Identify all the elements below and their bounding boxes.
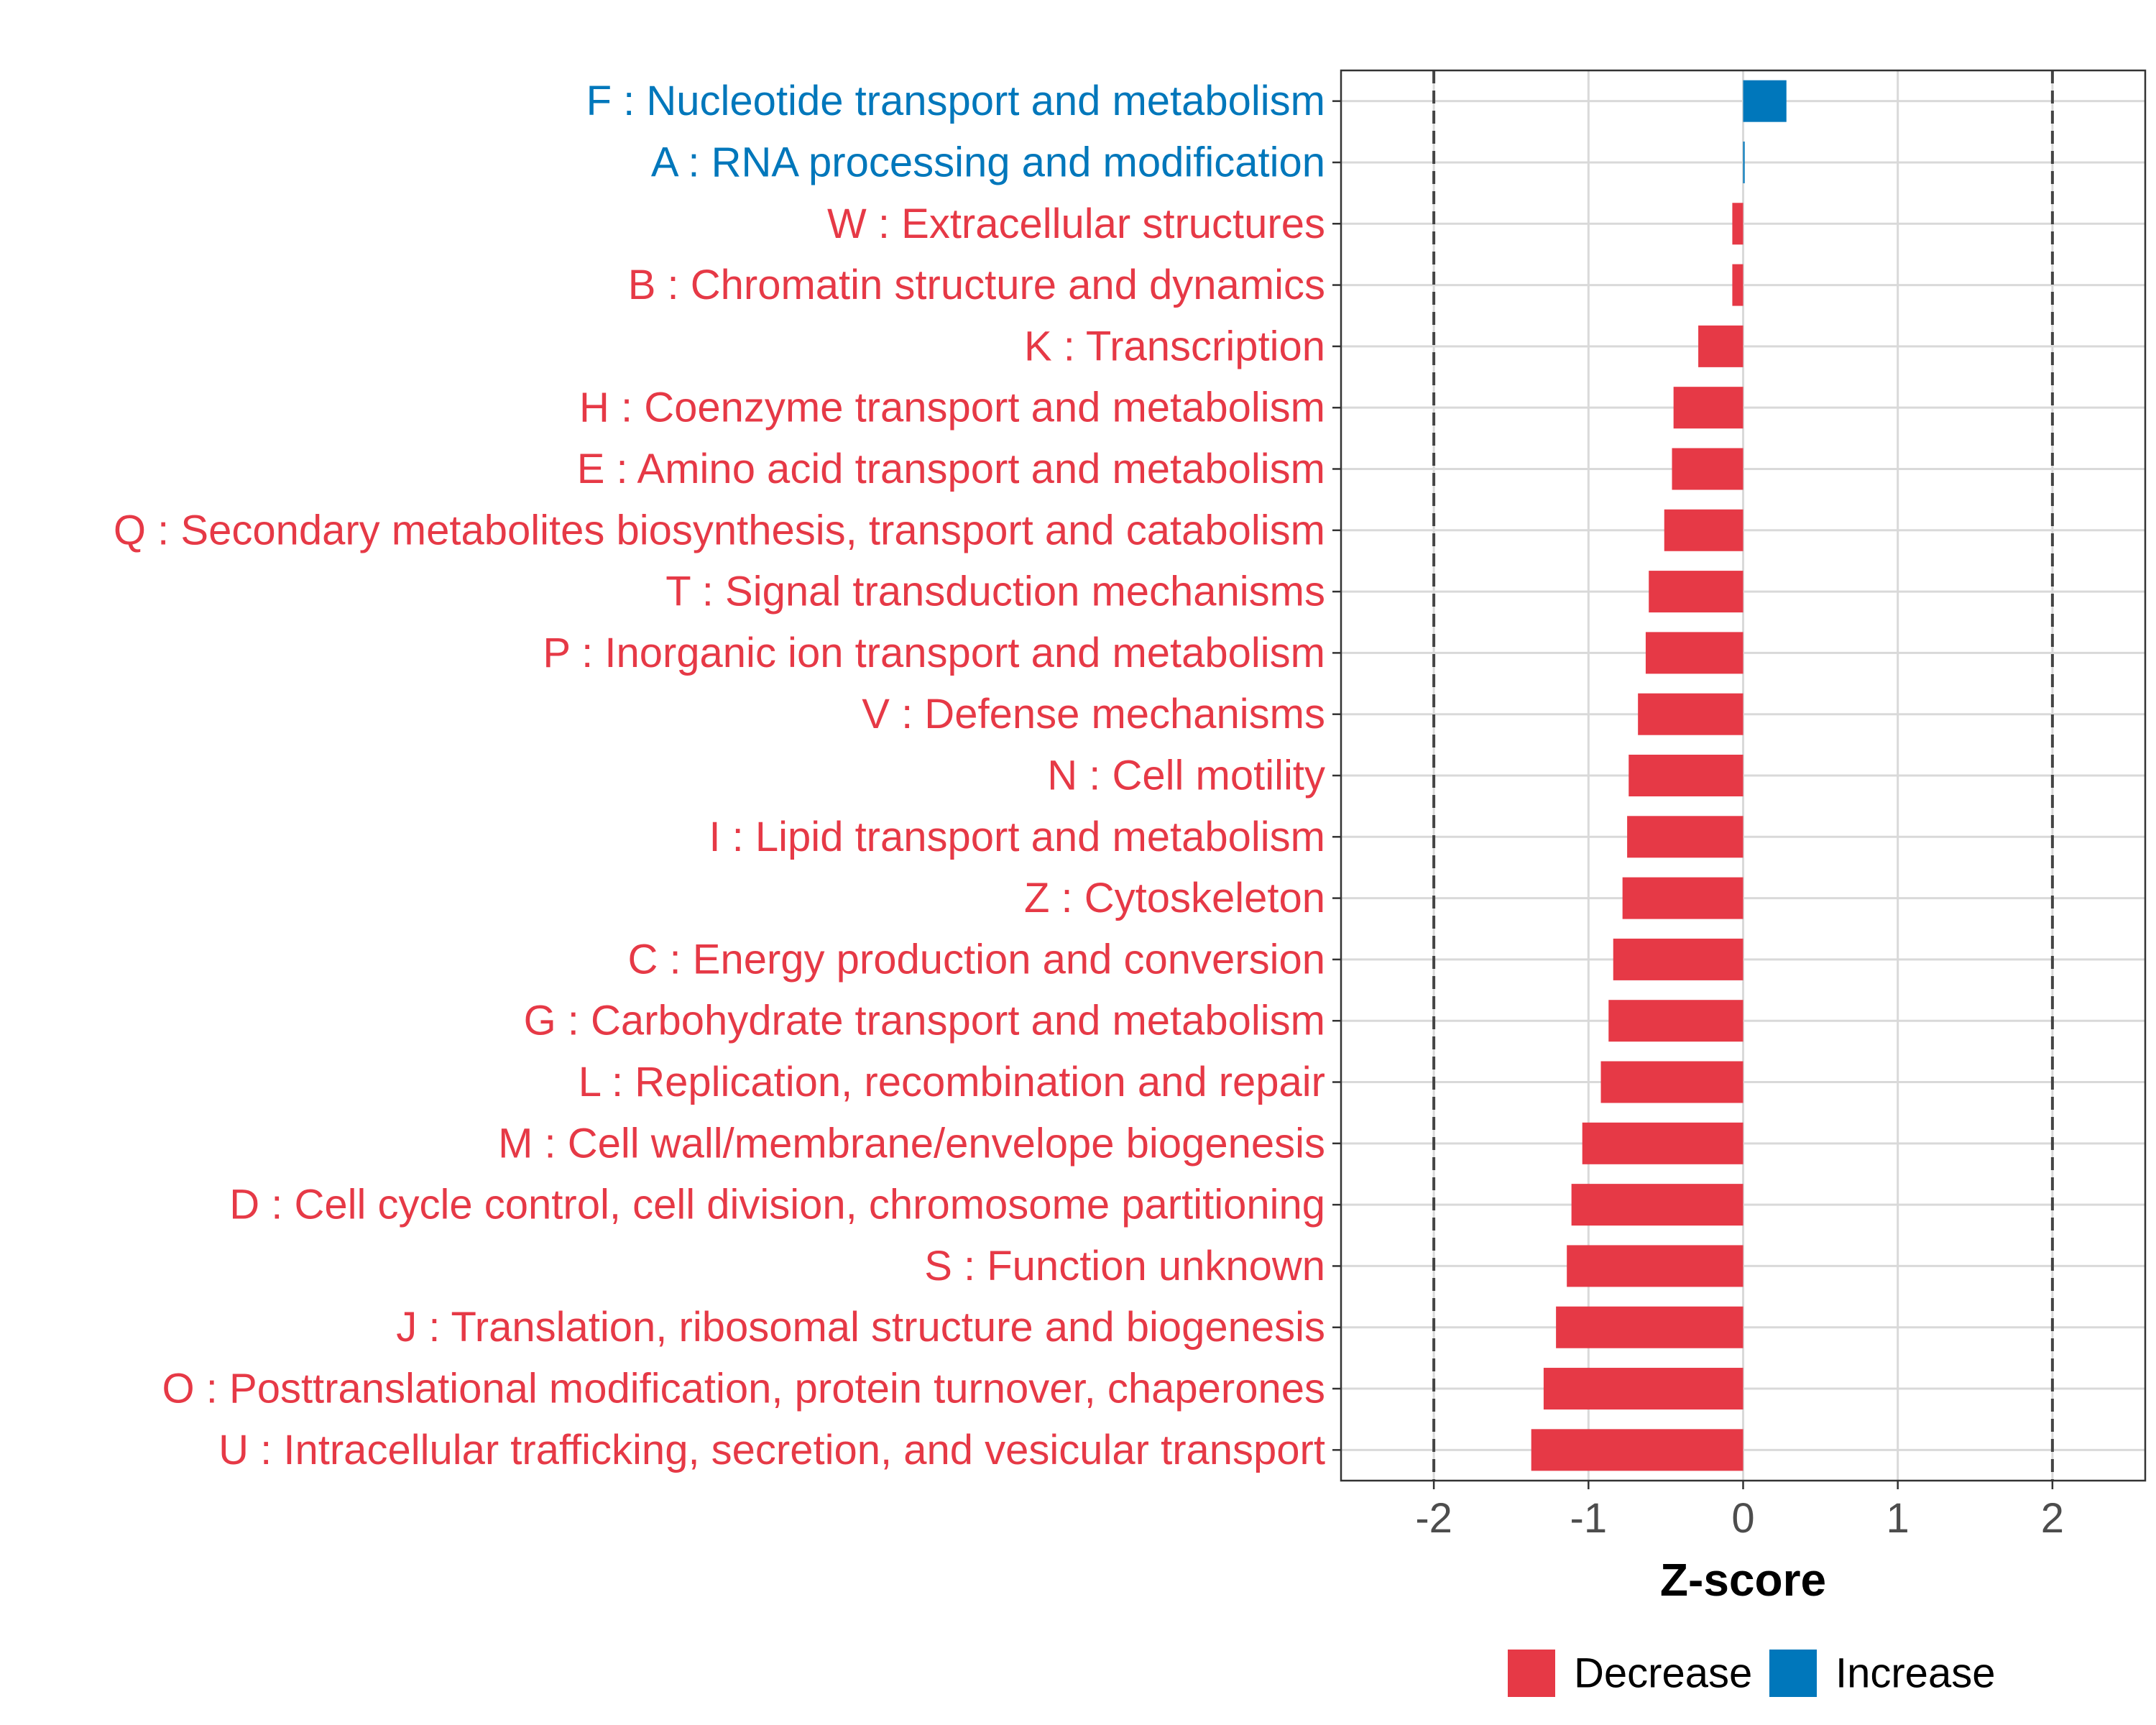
y-tick-label: E : Amino acid transport and metabolism: [577, 446, 1325, 492]
bar: [1698, 325, 1743, 367]
y-tick-label: K : Transcription: [1024, 323, 1325, 369]
x-tick-label: -1: [1570, 1495, 1608, 1542]
bar: [1672, 448, 1743, 490]
bar: [1543, 1368, 1743, 1410]
y-tick-label: B : Chromatin structure and dynamics: [628, 262, 1325, 308]
x-tick-label: 2: [2041, 1495, 2064, 1542]
bar: [1732, 264, 1743, 306]
bar: [1627, 816, 1743, 858]
y-tick-label: P : Inorganic ion transport and metaboli…: [543, 630, 1325, 676]
bar: [1673, 387, 1743, 429]
bar: [1531, 1429, 1743, 1471]
bar: [1638, 693, 1743, 735]
bar: [1613, 938, 1743, 980]
x-tick-label: -2: [1415, 1495, 1452, 1542]
y-tick-label: U : Intracellular trafficking, secretion…: [218, 1427, 1325, 1473]
x-axis-title: Z-score: [1660, 1554, 1826, 1606]
y-tick-label: Z : Cytoskeleton: [1024, 875, 1325, 921]
bar: [1743, 141, 1745, 183]
bar: [1608, 1000, 1743, 1042]
x-tick-label: 0: [1731, 1495, 1754, 1542]
legend: Decrease Increase: [1508, 1650, 1995, 1697]
y-tick-label: O : Posttranslational modification, prot…: [162, 1366, 1325, 1412]
x-axis: -2 -1 0 1 2: [1415, 1481, 2064, 1542]
y-tick-label: A : RNA processing and modification: [651, 139, 1325, 185]
y-tick-label: M : Cell wall/membrane/envelope biogenes…: [498, 1120, 1325, 1167]
y-tick-label: V : Defense mechanisms: [862, 691, 1325, 737]
bars: [1531, 80, 1787, 1471]
y-tick-label: G : Carbohydrate transport and metabolis…: [524, 998, 1325, 1044]
bar: [1664, 509, 1743, 551]
y-tick-label: T : Signal transduction mechanisms: [665, 569, 1325, 615]
legend-key-increase: [1769, 1650, 1817, 1697]
bar: [1567, 1245, 1743, 1287]
bar: [1743, 80, 1787, 122]
bar: [1556, 1306, 1743, 1348]
bar: [1649, 571, 1743, 613]
y-tick-label: D : Cell cycle control, cell division, c…: [229, 1182, 1325, 1228]
y-tick-label: W : Extracellular structures: [827, 201, 1325, 247]
y-axis: F : Nucleotide transport and metabolism A…: [114, 78, 1341, 1473]
y-tick-label: I : Lipid transport and metabolism: [709, 814, 1325, 860]
bar: [1645, 632, 1743, 674]
reference-lines: [1432, 70, 2054, 1481]
legend-label-increase: Increase: [1835, 1650, 1995, 1697]
legend-key-decrease: [1508, 1650, 1555, 1697]
y-tick-label: Q : Secondary metabolites biosynthesis, …: [114, 507, 1325, 553]
y-tick-label: L : Replication, recombination and repai…: [579, 1059, 1325, 1105]
y-tick-label: J : Translation, ribosomal structure and…: [396, 1304, 1325, 1351]
y-tick-label: F : Nucleotide transport and metabolism: [586, 78, 1325, 124]
bar: [1628, 754, 1743, 797]
y-tick-label: H : Coenzyme transport and metabolism: [579, 385, 1325, 431]
y-tick-label: N : Cell motility: [1047, 753, 1325, 799]
y-tick-label: C : Energy production and conversion: [628, 936, 1325, 983]
bar: [1732, 203, 1743, 245]
bar: [1582, 1122, 1743, 1164]
bar: [1571, 1184, 1743, 1226]
bar: [1600, 1061, 1743, 1103]
bar: [1622, 877, 1743, 919]
legend-label-decrease: Decrease: [1574, 1650, 1752, 1697]
y-tick-label: S : Function unknown: [924, 1243, 1325, 1289]
x-tick-label: 1: [1886, 1495, 1909, 1542]
